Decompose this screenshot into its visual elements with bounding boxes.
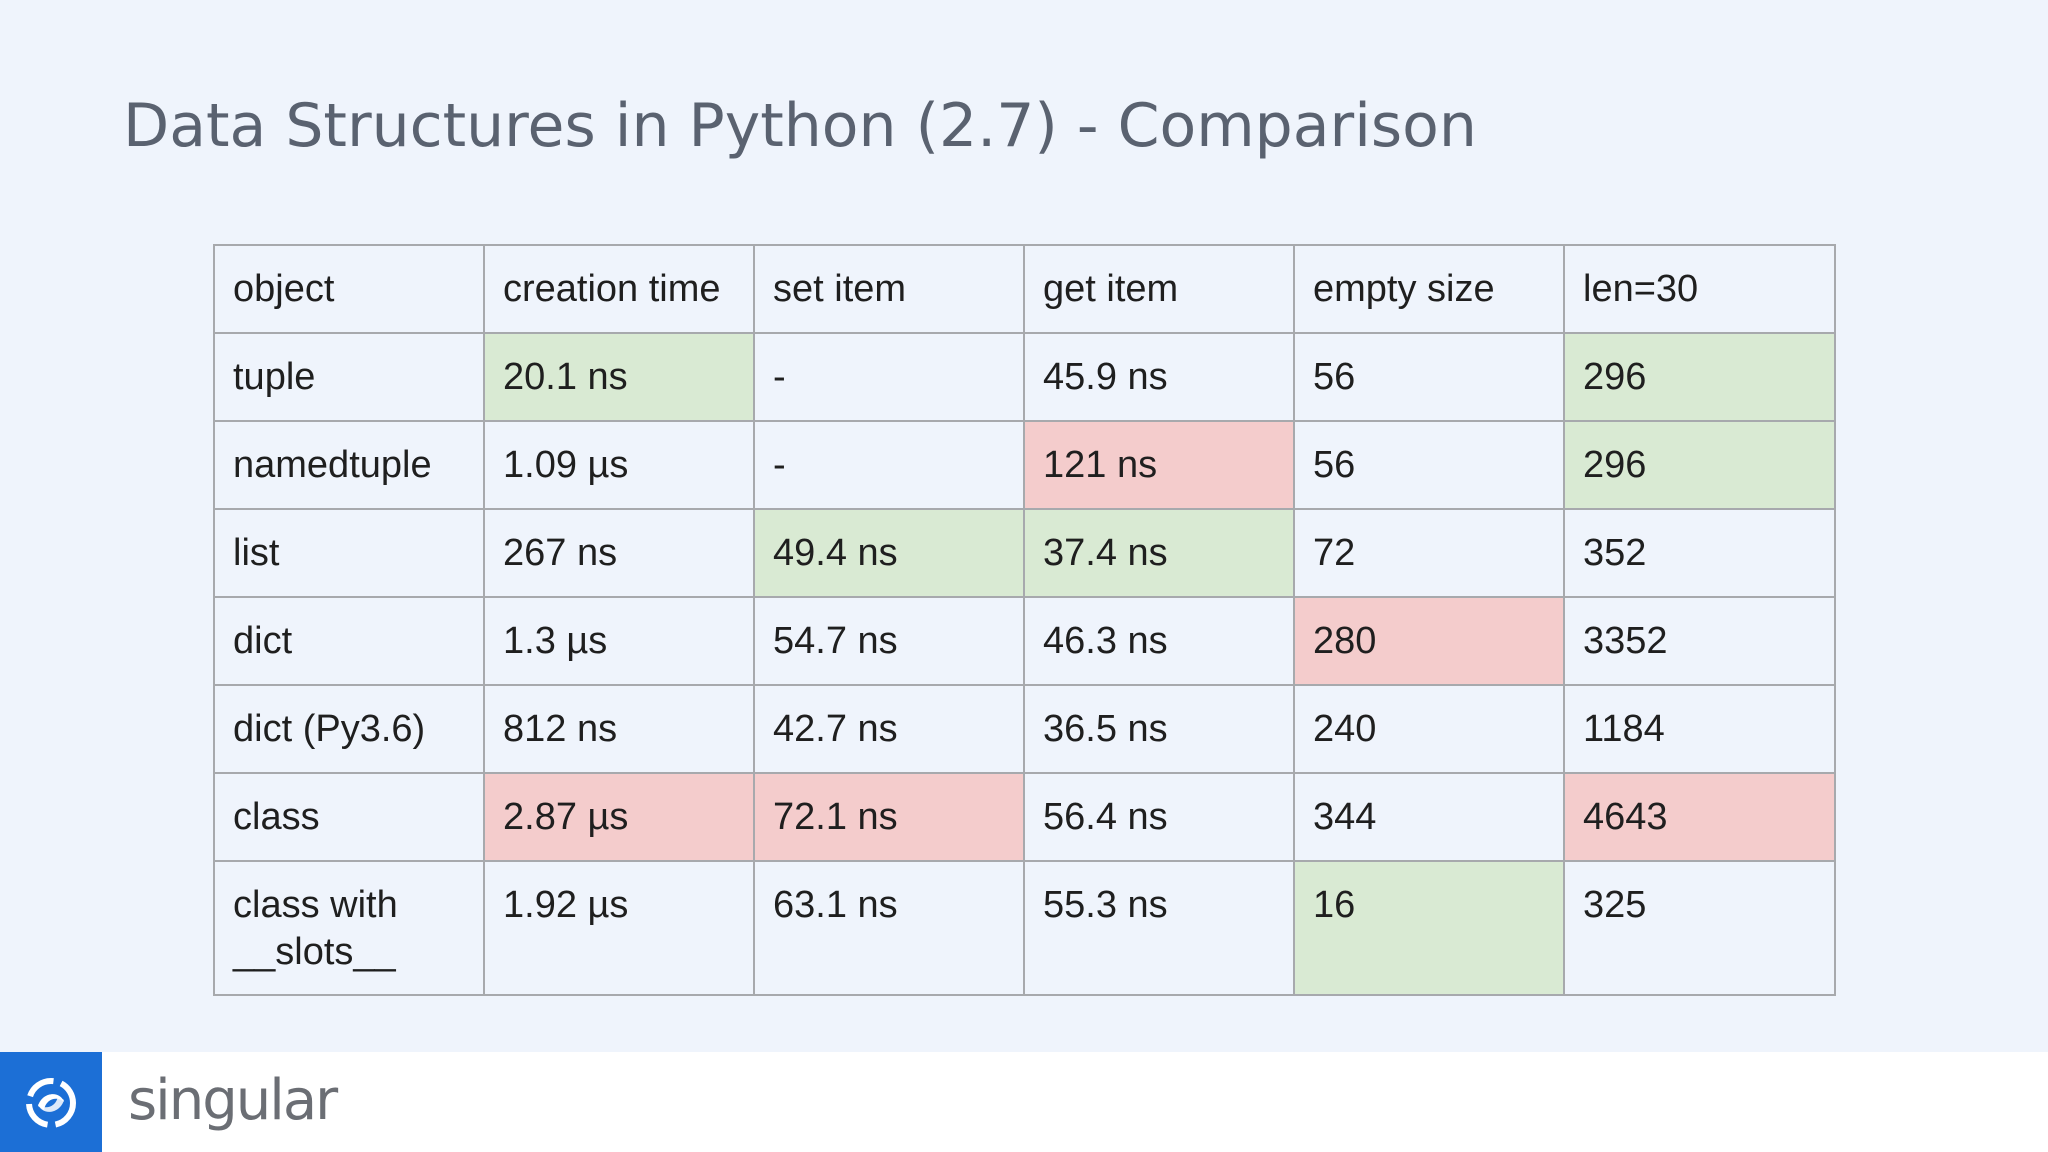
table-cell: 2.87 µs: [483, 772, 755, 862]
row-label: class: [213, 772, 485, 862]
table-cell: 296: [1563, 420, 1836, 510]
table-row: namedtuple 1.09 µs - 121 ns 56 296: [213, 420, 1836, 510]
table-row: list 267 ns 49.4 ns 37.4 ns 72 352: [213, 508, 1836, 598]
table-cell: 55.3 ns: [1023, 860, 1295, 996]
header-cell: len=30: [1563, 244, 1836, 334]
singular-logo-icon: [26, 1078, 76, 1128]
table-cell: 72.1 ns: [753, 772, 1025, 862]
table-row: class with __slots__ 1.92 µs 63.1 ns 55.…: [213, 860, 1836, 996]
table-cell: 54.7 ns: [753, 596, 1025, 686]
footer-bar: singular: [0, 1052, 2048, 1152]
table-cell: 1.09 µs: [483, 420, 755, 510]
table-cell: 49.4 ns: [753, 508, 1025, 598]
table-cell: 812 ns: [483, 684, 755, 774]
header-cell: creation time: [483, 244, 755, 334]
table-cell: 45.9 ns: [1023, 332, 1295, 422]
row-label: dict (Py3.6): [213, 684, 485, 774]
table-cell: 46.3 ns: [1023, 596, 1295, 686]
table-cell: 3352: [1563, 596, 1836, 686]
brand-wordmark: singular: [128, 1068, 338, 1133]
comparison-table: object creation time set item get item e…: [213, 244, 1836, 996]
table-cell: 325: [1563, 860, 1836, 996]
header-cell: set item: [753, 244, 1025, 334]
table-cell: 56: [1293, 420, 1565, 510]
table-cell: 1.3 µs: [483, 596, 755, 686]
header-cell: get item: [1023, 244, 1295, 334]
table-cell: 4643: [1563, 772, 1836, 862]
table-cell: 344: [1293, 772, 1565, 862]
table-row: tuple 20.1 ns - 45.9 ns 56 296: [213, 332, 1836, 422]
table-row: class 2.87 µs 72.1 ns 56.4 ns 344 4643: [213, 772, 1836, 862]
row-label: namedtuple: [213, 420, 485, 510]
table-cell: 352: [1563, 508, 1836, 598]
table-cell: 37.4 ns: [1023, 508, 1295, 598]
table-cell: 56: [1293, 332, 1565, 422]
row-label: tuple: [213, 332, 485, 422]
table-cell: 121 ns: [1023, 420, 1295, 510]
table-cell: 1.92 µs: [483, 860, 755, 996]
row-label: list: [213, 508, 485, 598]
table-cell: 36.5 ns: [1023, 684, 1295, 774]
table-row: dict (Py3.6) 812 ns 42.7 ns 36.5 ns 240 …: [213, 684, 1836, 774]
table-header-row: object creation time set item get item e…: [213, 244, 1836, 334]
table-cell: 63.1 ns: [753, 860, 1025, 996]
table-cell: -: [753, 332, 1025, 422]
table-cell: 16: [1293, 860, 1565, 996]
table-cell: 1184: [1563, 684, 1836, 774]
row-label: dict: [213, 596, 485, 686]
table-cell: 240: [1293, 684, 1565, 774]
table-row: dict 1.3 µs 54.7 ns 46.3 ns 280 3352: [213, 596, 1836, 686]
slide-title: Data Structures in Python (2.7) - Compar…: [123, 91, 1477, 161]
table-cell: 42.7 ns: [753, 684, 1025, 774]
logo-box: [0, 1052, 102, 1152]
header-cell: empty size: [1293, 244, 1565, 334]
row-label: class with __slots__: [213, 860, 485, 996]
table-cell: 280: [1293, 596, 1565, 686]
table-cell: 267 ns: [483, 508, 755, 598]
table-cell: 20.1 ns: [483, 332, 755, 422]
table-cell: 56.4 ns: [1023, 772, 1295, 862]
table-cell: -: [753, 420, 1025, 510]
table-cell: 296: [1563, 332, 1836, 422]
table-cell: 72: [1293, 508, 1565, 598]
header-cell: object: [213, 244, 485, 334]
